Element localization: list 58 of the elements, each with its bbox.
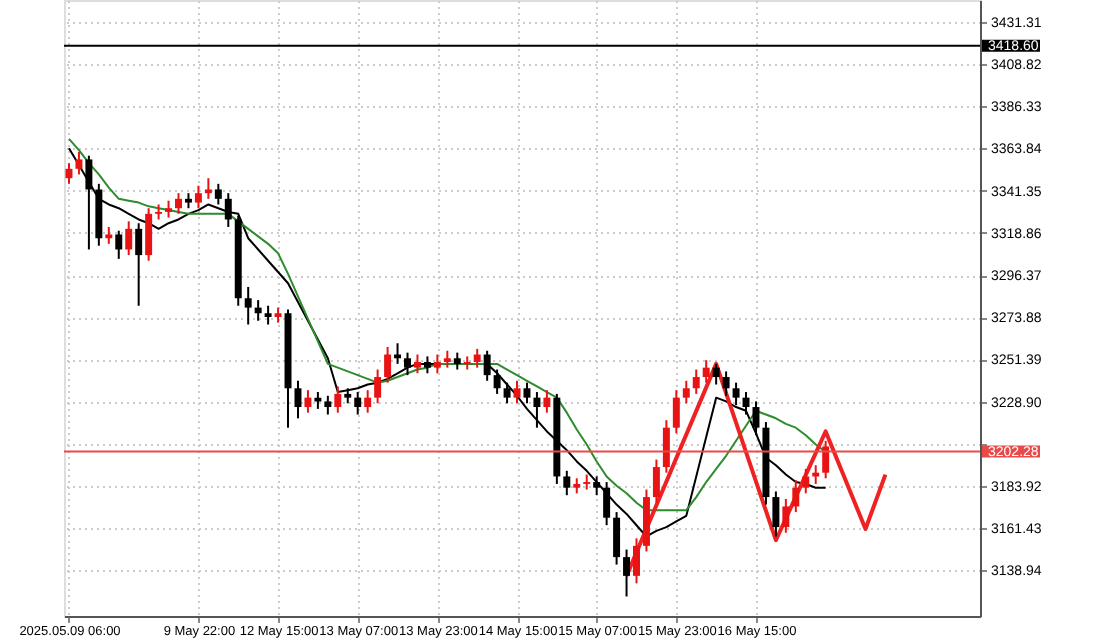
candlestick	[463, 355, 471, 371]
candlestick	[513, 379, 521, 405]
candlestick	[304, 389, 312, 414]
candlestick	[732, 381, 740, 407]
candlestick	[662, 419, 670, 474]
candlestick	[204, 177, 212, 200]
candlestick	[802, 467, 810, 495]
candlestick	[752, 400, 760, 437]
candlestick	[264, 304, 272, 326]
candlestick	[433, 353, 441, 375]
candlestick	[533, 391, 541, 429]
candlestick	[354, 391, 362, 416]
candlestick	[782, 497, 790, 534]
candlestick	[712, 362, 720, 386]
candlestick	[85, 154, 93, 251]
candlestick	[623, 548, 631, 598]
candlestick	[493, 368, 501, 395]
candlestick	[404, 351, 411, 377]
line-series	[624, 361, 888, 578]
candlestick	[692, 368, 700, 395]
candlestick	[633, 537, 640, 585]
candlestick	[483, 349, 491, 382]
candlestick	[214, 182, 222, 206]
candlestick	[563, 469, 571, 497]
candlestick	[792, 479, 800, 514]
candlestick	[672, 389, 680, 435]
candlestick	[742, 391, 750, 416]
candlestick	[145, 207, 153, 262]
candlestick	[334, 385, 342, 414]
candlestick	[503, 381, 511, 405]
candlestick	[523, 381, 531, 405]
candlestick	[593, 475, 601, 497]
candlestick	[543, 389, 551, 414]
candlestick	[135, 222, 143, 307]
candlestick	[702, 359, 710, 384]
candlestick	[613, 511, 621, 566]
candlestick	[413, 353, 421, 375]
candlestick	[473, 347, 481, 369]
candlestick	[65, 162, 73, 185]
candlestick	[115, 229, 123, 260]
candlestick	[194, 184, 202, 210]
candlestick	[652, 458, 660, 504]
candlestick	[682, 379, 690, 405]
candlestick	[822, 439, 830, 480]
candlestick	[722, 370, 730, 397]
candlestick	[374, 368, 382, 405]
candlestick	[254, 299, 262, 322]
candlestick	[772, 490, 780, 538]
candlestick	[224, 192, 232, 228]
candlestick	[75, 150, 83, 176]
candlestick	[294, 379, 302, 420]
candlestick	[324, 394, 332, 416]
candlestick	[125, 220, 133, 257]
candlestick	[384, 346, 392, 384]
candlestick	[244, 285, 252, 326]
candlestick	[364, 389, 372, 414]
candlestick	[603, 481, 611, 527]
candlestick	[175, 192, 182, 215]
